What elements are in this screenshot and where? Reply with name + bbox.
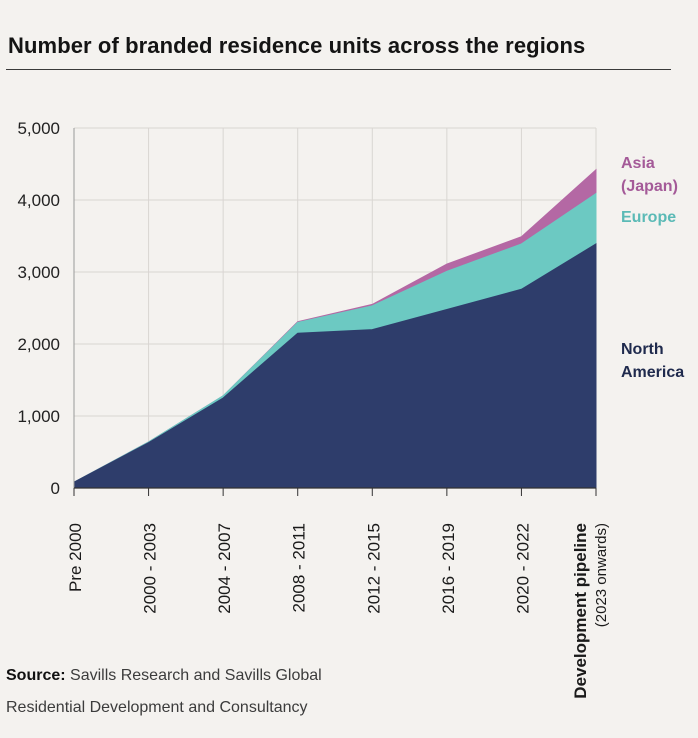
y-tick-label: 2,000 bbox=[17, 335, 60, 354]
y-tick-label: 4,000 bbox=[17, 191, 60, 210]
y-tick-label: 5,000 bbox=[17, 119, 60, 138]
source-line-2: Residential Development and Consultancy bbox=[6, 699, 308, 716]
x-tick-label: 2008 - 2011 bbox=[290, 523, 309, 612]
asia-label: Asia bbox=[621, 155, 655, 172]
y-tick-label: 3,000 bbox=[17, 263, 60, 282]
x-tick-label: Pre 2000 bbox=[66, 523, 85, 592]
x-tick-label: Development pipeline bbox=[571, 523, 590, 699]
y-tick-label: 1,000 bbox=[17, 407, 60, 426]
x-tick-label: 2016 - 2019 bbox=[439, 523, 458, 614]
x-tick-label: 2020 - 2022 bbox=[513, 523, 532, 614]
x-tick-label: 2004 - 2007 bbox=[215, 523, 234, 614]
x-tick-label: 2000 - 2003 bbox=[141, 523, 160, 614]
north-america-label: America bbox=[621, 364, 684, 381]
asia-label: (Japan) bbox=[621, 178, 678, 195]
chart-title: Number of branded residence units across… bbox=[8, 33, 586, 58]
x-tick-label: 2012 - 2015 bbox=[364, 523, 383, 614]
europe-label: Europe bbox=[621, 209, 676, 226]
title-divider bbox=[6, 69, 671, 70]
north-america-label: North bbox=[621, 341, 664, 358]
source-line-1: Source: Savills Research and Savills Glo… bbox=[6, 667, 322, 685]
x-tick-sublabel: (2023 onwards) bbox=[593, 523, 610, 627]
source-label: Source: bbox=[6, 667, 66, 684]
y-tick-label: 0 bbox=[51, 479, 60, 498]
source-text-1: Savills Research and Savills Global bbox=[70, 667, 322, 684]
